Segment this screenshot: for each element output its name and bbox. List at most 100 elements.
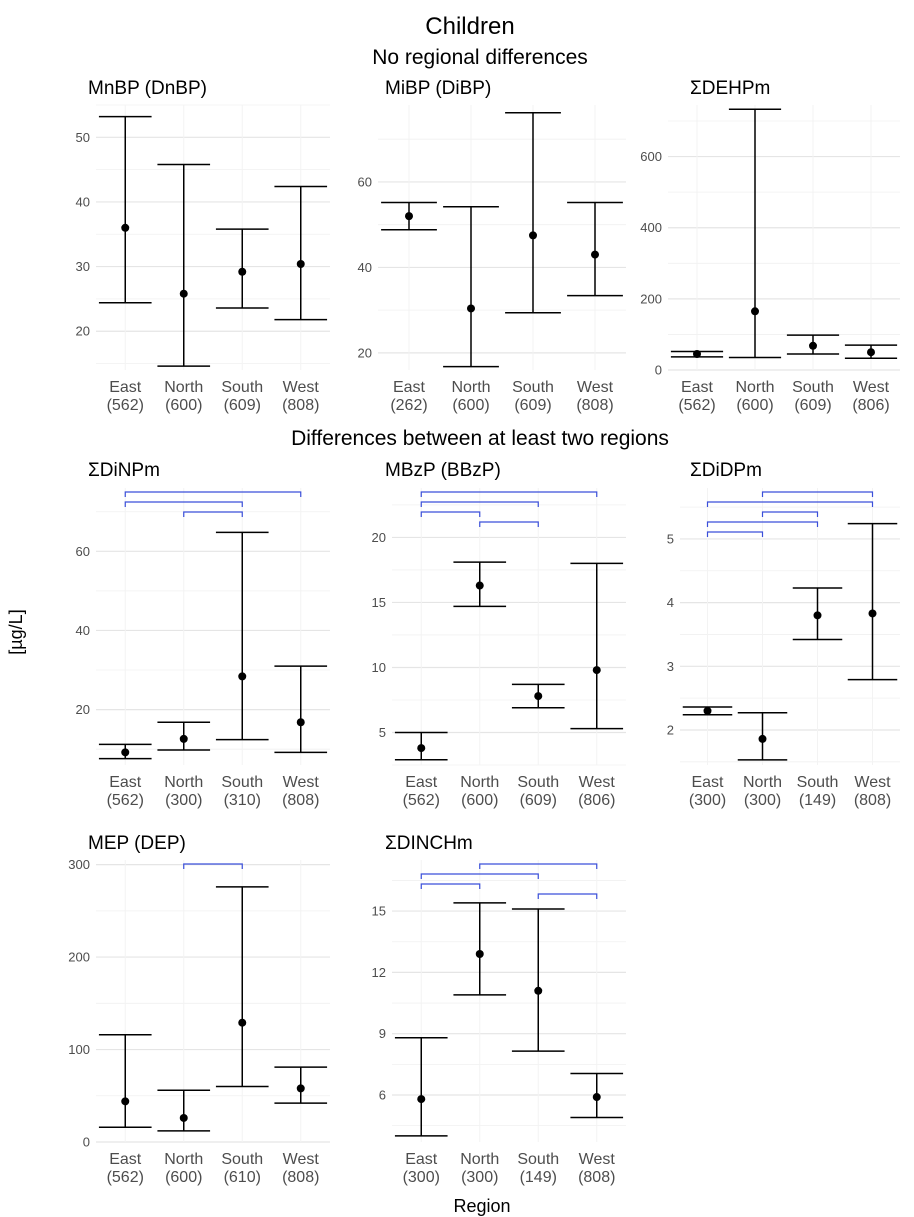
y-tick-label: 3 xyxy=(667,659,674,674)
x-tick-label: North (600) xyxy=(735,379,774,414)
y-tick-label: 200 xyxy=(640,291,662,306)
data-point xyxy=(592,1093,601,1102)
significance-bracket xyxy=(124,501,243,507)
significance-bracket xyxy=(124,491,302,497)
data-point xyxy=(296,1084,305,1093)
panel-6: ΣDiDPm 2 3 4 5 East (300) North (300) South (149) W… xyxy=(667,460,900,809)
data-point xyxy=(591,250,599,259)
y-tick-label: 40 xyxy=(76,623,90,638)
x-tick-label: South (149) xyxy=(797,774,839,809)
y-tick-label: 0 xyxy=(655,363,662,378)
y-tick-label: 4 xyxy=(667,595,674,610)
y-tick-label: 15 xyxy=(372,595,386,610)
y-tick-label: 20 xyxy=(358,345,372,360)
significance-bracket xyxy=(420,883,481,889)
panel-title: MEP (DEP) xyxy=(88,833,186,854)
data-point xyxy=(238,267,247,276)
y-tick-label: 9 xyxy=(379,1026,386,1041)
data-point xyxy=(417,1095,426,1104)
y-tick-label: 0 xyxy=(83,1135,90,1150)
data-point xyxy=(813,611,822,620)
x-tick-label: North (600) xyxy=(460,774,499,809)
panel-1: MnBP (DnBP) 20 30 40 50 East (562) North (600) So… xyxy=(76,78,330,414)
x-tick-label: North (300) xyxy=(460,1151,499,1186)
y-tick-label: 60 xyxy=(358,174,372,189)
x-tick-label: North (600) xyxy=(451,379,490,414)
data-point xyxy=(867,348,875,357)
x-tick-label: South (609) xyxy=(512,379,554,414)
data-point xyxy=(592,666,601,675)
panel-title: MBzP (BBzP) xyxy=(385,460,501,481)
data-point xyxy=(868,609,877,618)
y-axis-label: [µg/L] xyxy=(6,609,26,654)
y-tick-label: 20 xyxy=(372,530,386,545)
section-title-no-differences: No regional differences xyxy=(372,46,588,69)
data-point xyxy=(534,692,543,701)
significance-bracket xyxy=(761,511,819,517)
x-tick-label: East (562) xyxy=(107,1151,144,1186)
data-point xyxy=(179,289,188,298)
x-tick-label: East (300) xyxy=(403,1151,440,1186)
x-tick-label: East (262) xyxy=(390,379,427,414)
panel-title: MnBP (DnBP) xyxy=(88,78,207,99)
y-tick-label: 10 xyxy=(372,660,386,675)
significance-bracket xyxy=(706,531,764,537)
panel-title: ΣDINCHm xyxy=(385,833,473,854)
data-point xyxy=(529,231,537,240)
x-tick-label: South (609) xyxy=(221,379,263,414)
significance-bracket xyxy=(420,511,481,517)
x-tick-label: East (562) xyxy=(107,774,144,809)
y-tick-label: 5 xyxy=(379,725,386,740)
significance-bracket xyxy=(479,521,539,527)
panel-8: ΣDINCHm 6 9 12 15 East (300) North (300) South (14… xyxy=(372,833,626,1186)
x-tick-label: West (808) xyxy=(576,379,613,414)
panel-title: MiBP (DiBP) xyxy=(385,78,491,99)
significance-bracket xyxy=(420,491,598,497)
data-point xyxy=(121,1097,130,1106)
panel-title: ΣDEHPm xyxy=(690,78,770,99)
data-point xyxy=(693,349,701,358)
y-tick-label: 100 xyxy=(68,1042,90,1057)
x-tick-label: West (808) xyxy=(282,379,319,414)
data-point xyxy=(179,1113,188,1122)
data-point xyxy=(758,734,767,743)
significance-bracket xyxy=(420,501,539,507)
y-tick-label: 40 xyxy=(358,260,372,275)
x-tick-label: East (562) xyxy=(403,774,440,809)
data-point xyxy=(405,212,413,221)
x-tick-label: North (300) xyxy=(164,774,203,809)
significance-bracket xyxy=(420,873,539,879)
significance-bracket xyxy=(183,511,243,517)
y-tick-label: 40 xyxy=(76,194,90,209)
y-tick-label: 5 xyxy=(667,531,674,546)
x-axis-label: Region xyxy=(453,1196,510,1216)
y-tick-label: 50 xyxy=(76,130,90,145)
data-point xyxy=(296,718,305,727)
x-tick-label: West (808) xyxy=(854,774,891,809)
data-point xyxy=(467,304,475,313)
data-point xyxy=(417,744,426,753)
x-tick-label: South (149) xyxy=(517,1151,559,1186)
section-title-differences: Differences between at least two regions xyxy=(291,427,669,450)
y-tick-label: 20 xyxy=(76,702,90,717)
significance-bracket xyxy=(761,491,874,497)
data-point xyxy=(475,950,484,958)
x-tick-label: West (806) xyxy=(578,774,615,809)
x-tick-label: East (300) xyxy=(689,774,726,809)
x-tick-label: South (609) xyxy=(517,774,559,809)
x-tick-label: South (610) xyxy=(221,1151,263,1186)
data-point xyxy=(121,223,130,232)
y-tick-label: 60 xyxy=(76,544,90,559)
y-tick-label: 30 xyxy=(76,259,90,274)
panel-4: ΣDiNPm 20 40 60 East (562) North (300) South (310… xyxy=(76,460,330,809)
y-tick-label: 2 xyxy=(667,722,674,737)
y-tick-label: 300 xyxy=(68,857,90,872)
y-tick-label: 600 xyxy=(640,149,662,164)
data-point xyxy=(121,748,130,757)
x-tick-label: South (310) xyxy=(221,774,263,809)
figure-title: Children xyxy=(425,13,514,40)
y-tick-label: 6 xyxy=(379,1088,386,1103)
panel-title: ΣDiNPm xyxy=(88,460,160,481)
y-tick-label: 20 xyxy=(76,324,90,339)
significance-bracket xyxy=(183,863,243,869)
